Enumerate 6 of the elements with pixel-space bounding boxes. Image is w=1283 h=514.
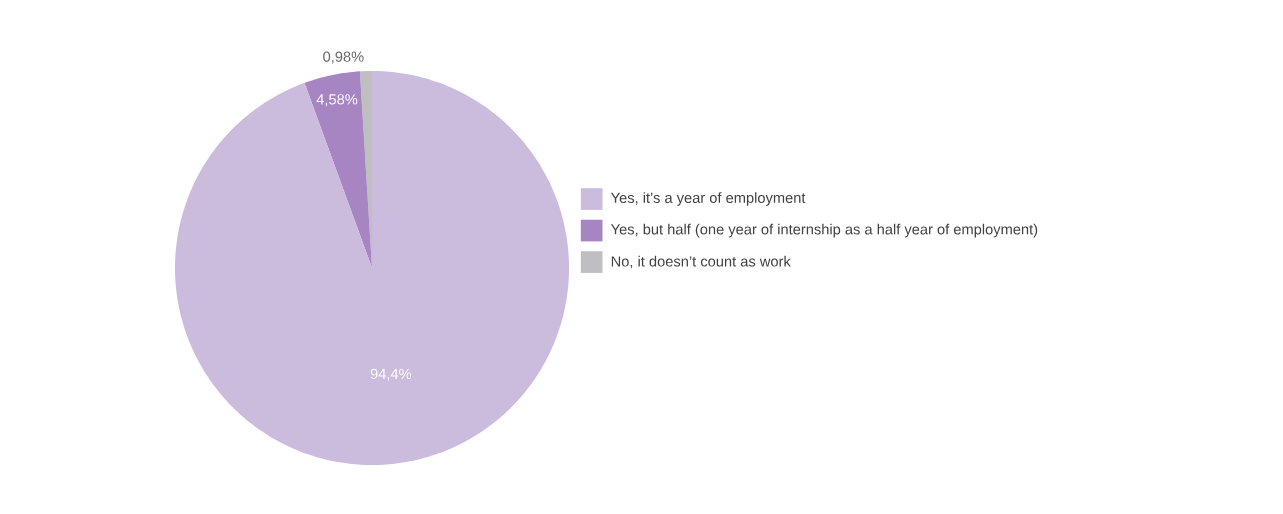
legend-label: Yes, but half (one year of internship as a half year of employment) [610, 223, 1038, 238]
data-label: 0,98% [323, 51, 364, 64]
data-label: 4,58% [316, 94, 358, 107]
data-label: 94,4% [370, 368, 412, 381]
legend-label: No, it doesn’t count as work [611, 255, 791, 269]
legend-label: Yes, it’s a year of employment [610, 192, 806, 206]
